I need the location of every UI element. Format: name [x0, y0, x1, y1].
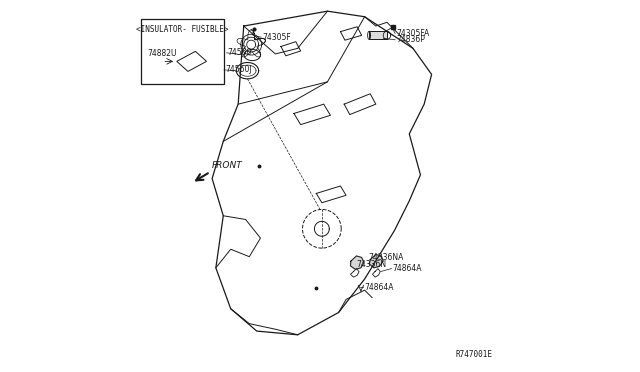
Text: FRONT: FRONT [212, 161, 243, 170]
Text: 74836P: 74836P [396, 35, 425, 44]
Text: <INSULATOR- FUSIBLE>: <INSULATOR- FUSIBLE> [136, 25, 228, 34]
Text: R747001E: R747001E [456, 350, 493, 359]
Text: 74336NA: 74336NA [369, 253, 404, 262]
Text: 74864A: 74864A [392, 264, 422, 273]
Polygon shape [369, 254, 383, 268]
Text: 74882U: 74882U [147, 48, 177, 58]
Bar [141, 19, 225, 84]
Text: 74560J: 74560J [225, 65, 252, 74]
Bar [369, 31, 387, 39]
Text: 74864A: 74864A [364, 283, 394, 292]
Text: 74560: 74560 [228, 48, 252, 57]
Polygon shape [351, 256, 364, 269]
Text: 74305F: 74305F [262, 33, 291, 42]
Text: 74336N: 74336N [356, 260, 387, 269]
Text: 74305FA: 74305FA [396, 29, 429, 38]
